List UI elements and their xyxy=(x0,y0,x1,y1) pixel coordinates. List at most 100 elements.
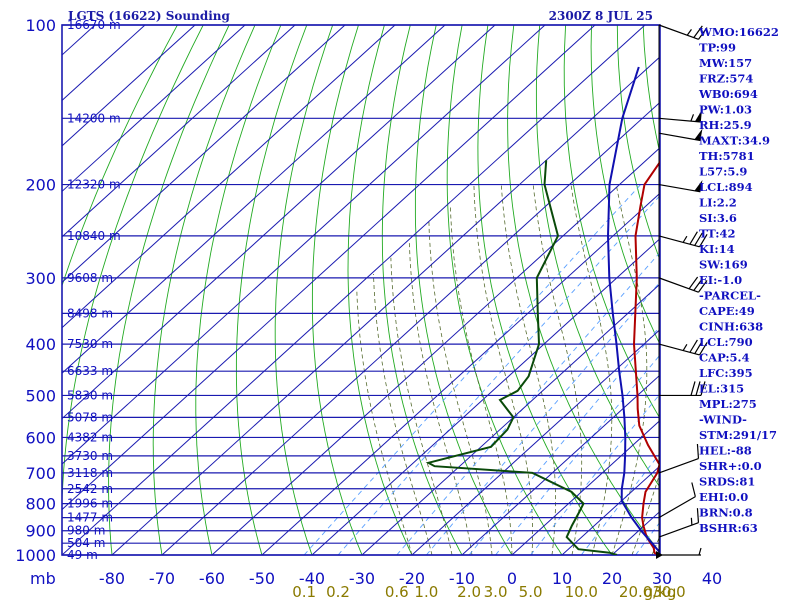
isotherm xyxy=(211,147,660,555)
moist-adiabat xyxy=(428,221,493,555)
index-item: FRZ:574 xyxy=(699,72,753,86)
index-item: L57:5.9 xyxy=(699,165,747,179)
moist-adiabat xyxy=(532,184,583,555)
pressure-unit-label: mb xyxy=(30,569,56,588)
wind-barbs xyxy=(656,24,708,559)
dry-adiabat xyxy=(477,25,613,555)
index-item: SI:3.6 xyxy=(699,211,737,225)
mixing-ratio-tick-label: 20.0 xyxy=(619,583,652,600)
index-item: SHR+:0.0 xyxy=(699,459,762,473)
height-label: 3118 m xyxy=(67,466,113,480)
dry-adiabat xyxy=(773,25,800,566)
mixing-ratio-line xyxy=(530,393,660,555)
isotherm xyxy=(361,283,660,555)
index-item: WMO:16622 xyxy=(698,25,779,39)
wind-barb xyxy=(658,231,708,248)
pressure-tick-label: 300 xyxy=(25,269,56,288)
wind-barb xyxy=(658,508,700,538)
height-label: 1996 m xyxy=(67,497,113,511)
dry-adiabat xyxy=(62,25,204,555)
index-item: MW:157 xyxy=(699,56,752,70)
index-item: KI:14 xyxy=(699,242,735,256)
dry-adiabat xyxy=(152,25,256,555)
isotherm xyxy=(62,25,396,329)
pressure-tick-label: 700 xyxy=(25,464,56,483)
index-item: SRDS:81 xyxy=(699,475,755,489)
pressure-tick-label: 500 xyxy=(25,386,56,405)
wind-barb xyxy=(658,339,708,356)
dry-adiabat xyxy=(235,25,308,555)
isotherm xyxy=(261,192,660,555)
sounding-profiles xyxy=(425,66,660,555)
wind-barb xyxy=(658,128,703,142)
isotherm xyxy=(62,25,296,238)
isotherm xyxy=(762,25,800,555)
height-label: 980 m xyxy=(67,524,105,538)
plot-frame xyxy=(61,24,661,556)
isotherm xyxy=(62,25,496,420)
mixing-ratio-tick-label: 0.6 xyxy=(385,583,409,600)
isotherm xyxy=(62,25,546,465)
isotherm xyxy=(161,101,660,555)
wind-barb xyxy=(658,482,696,519)
isotherm xyxy=(62,25,346,283)
temperature-tick-label: -50 xyxy=(249,569,275,588)
isotherm xyxy=(311,237,660,555)
dry-adiabat xyxy=(274,25,334,555)
index-item: BRN:0.8 xyxy=(699,506,753,520)
index-item: LCL:894 xyxy=(699,180,753,194)
pressure-tick-label: 1000 xyxy=(15,546,56,565)
mixing-ratio-tick-label: 0.1 xyxy=(292,583,316,600)
wind-barb xyxy=(658,443,700,474)
pressure-tick-label: 900 xyxy=(25,522,56,541)
moist-adiabat xyxy=(373,273,433,555)
mixing-ratio-line xyxy=(495,354,660,555)
mixing-ratio-tick-label: 3.0 xyxy=(484,583,508,600)
index-item: MPL:275 xyxy=(699,397,757,411)
mixing-ratio-tick-label: g/kg xyxy=(644,583,677,600)
dry-adiabat xyxy=(311,25,363,555)
moist-adiabat xyxy=(408,240,473,555)
index-item: TH:5781 xyxy=(699,149,755,163)
index-item: BSHR:63 xyxy=(699,521,758,535)
isotherm xyxy=(62,25,246,193)
height-label: 6633 m xyxy=(67,364,113,378)
pressure-tick-label: 100 xyxy=(25,16,56,35)
temperature-tick-label: -70 xyxy=(149,569,175,588)
time-label: 2300Z 8 JUL 25 xyxy=(549,9,653,23)
mixing-ratio-line xyxy=(337,194,660,555)
index-item: WB0:694 xyxy=(698,87,758,101)
isotherm xyxy=(511,419,660,555)
dry-adiabat xyxy=(535,25,660,488)
dry-adiabat xyxy=(414,25,513,555)
mixing-ratio-tick-label: 1.0 xyxy=(414,583,438,600)
index-item: -WIND- xyxy=(699,413,747,427)
moist-adiabat xyxy=(450,206,513,555)
index-item: RH:25.9 xyxy=(699,118,752,132)
moist-adiabat xyxy=(611,184,648,555)
temperature-tick-label: -10 xyxy=(449,569,475,588)
dry-adiabat xyxy=(347,25,413,555)
temperature-tick-label: 40 xyxy=(702,569,722,588)
height-label: 5078 m xyxy=(67,410,113,424)
dry-adiabat xyxy=(563,25,660,420)
index-item: CINH:638 xyxy=(699,320,763,334)
mixing-ratio-tick-label: 2.0 xyxy=(457,583,481,600)
mixing-ratio-tick-label: 5.0 xyxy=(519,583,543,600)
temperature-tick-label: -60 xyxy=(199,569,225,588)
isotherm xyxy=(62,25,196,147)
height-label: 2542 m xyxy=(67,482,113,496)
dry-adiabat xyxy=(62,25,178,288)
surface-marker xyxy=(656,551,663,559)
height-label: 8498 m xyxy=(67,306,113,320)
moist-adiabat xyxy=(570,184,613,555)
index-item: LI:2.2 xyxy=(699,196,737,210)
wind-barb xyxy=(658,276,708,293)
pressure-isobars xyxy=(61,24,661,556)
station-title: LGTS (16622) Sounding xyxy=(68,9,231,23)
dry-adiabat xyxy=(590,25,660,346)
isotherm xyxy=(411,328,660,555)
dry-adiabat xyxy=(381,25,463,555)
index-item: STM:291/17 xyxy=(699,428,777,442)
